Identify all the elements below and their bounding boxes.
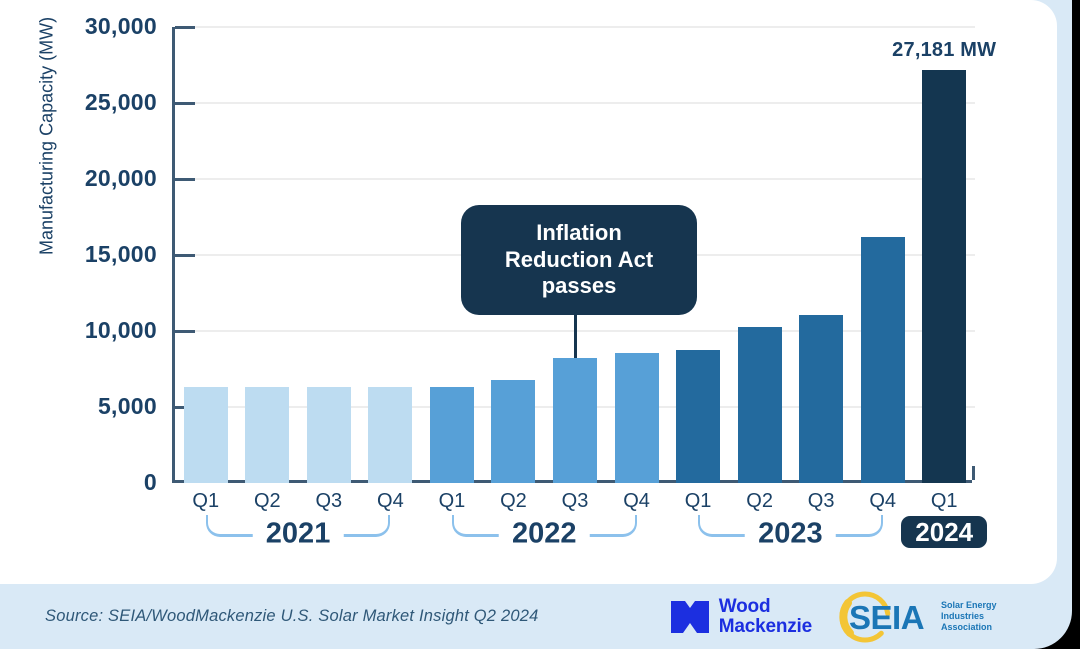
x-tick-label: Q4 (377, 490, 404, 512)
gridline (175, 102, 975, 104)
x-tick-label: Q2 (500, 490, 527, 512)
bar-2021-q2 (245, 387, 290, 483)
year-label-2022: 2022 (498, 517, 590, 551)
y-tick-label: 30,000 (84, 13, 157, 39)
source-text: Source: SEIA/WoodMackenzie U.S. Solar Ma… (45, 607, 539, 625)
woodmackenzie-logo: Wood Mackenzie (669, 595, 812, 637)
bar-2024-q1 (922, 69, 967, 483)
gridline (175, 26, 975, 28)
plot-area: Inflation Reduction Act passes 27,181 MW… (85, 13, 996, 551)
year-bracket-2022: 2022 (451, 515, 637, 551)
y-axis-tick (175, 101, 195, 105)
y-tick-label: 10,000 (84, 317, 157, 343)
bar-2021-q4 (368, 387, 413, 483)
seia-wordmark: SEIA (849, 598, 925, 636)
annotation-line-1: Inflation (536, 219, 622, 245)
bar-2023-q1 (676, 350, 721, 483)
x-tick-label: Q3 (315, 490, 343, 512)
seia-tagline: Solar Energy Industries Association (941, 600, 997, 634)
bar-2023-q3 (799, 315, 844, 483)
x-tick-label: Q4 (869, 490, 897, 512)
x-tick-label: Q1 (684, 490, 712, 512)
year-bracket-2021: 2021 (205, 515, 391, 551)
bar-2022-q1 (429, 387, 474, 483)
y-axis-tick (175, 177, 195, 181)
peak-value-label: 27,181 MW (892, 38, 997, 61)
y-axis-tick (175, 253, 195, 257)
x-tick-label: Q3 (561, 490, 589, 512)
annotation-callout: Inflation Reduction Act passes (461, 205, 697, 315)
y-tick-label: 15,000 (84, 241, 157, 267)
x-tick-label: Q1 (192, 490, 220, 512)
woodmackenzie-logo-mark-icon (670, 600, 709, 633)
annotation-line-3: passes (541, 273, 617, 299)
bar-2021-q3 (306, 387, 351, 483)
y-axis-tick (175, 329, 195, 333)
year-badge-2024: 2024 (901, 516, 988, 548)
bar-2022-q4 (614, 353, 659, 483)
bar-2023-q4 (860, 236, 905, 483)
y-tick-label: 25,000 (84, 89, 157, 115)
y-tick-label: 0 (143, 469, 157, 495)
axis-right-cap (972, 466, 975, 480)
year-bracket-2023: 2023 (698, 515, 883, 551)
woodmackenzie-word-2: Mackenzie (718, 615, 812, 637)
annotation-connector-line (573, 313, 577, 359)
x-tick-label: Q3 (807, 490, 835, 512)
x-tick-label: Q4 (623, 490, 650, 512)
seia-tagline-line-3: Association (941, 622, 993, 632)
year-label-2021: 2021 (252, 517, 344, 551)
gridline (175, 178, 975, 180)
chart-card: Manufacturing Capacity (MW) Inflation Re… (0, 0, 1057, 584)
bar-2022-q2 (491, 379, 536, 483)
annotation-line-2: Reduction Act (504, 246, 654, 272)
seia-logo: SEIA Solar Energy Industries Association (838, 590, 997, 644)
seia-tagline-line-2: Industries (941, 610, 985, 621)
x-tick-label: Q2 (253, 490, 281, 512)
footer-logos: Wood Mackenzie SEIA Solar Energy Industr… (669, 590, 997, 644)
x-tick-label: Q1 (438, 490, 466, 512)
y-tick-label: 20,000 (84, 165, 157, 191)
woodmackenzie-logo-text: Wood Mackenzie (718, 595, 812, 637)
seia-sun-icon (839, 591, 891, 642)
y-tick-label: 5,000 (97, 393, 157, 419)
woodmackenzie-word-1: Wood (718, 595, 771, 617)
bar-2023-q2 (737, 327, 782, 483)
x-tick-label: Q2 (746, 490, 773, 512)
bar-2022-q3 (553, 358, 597, 483)
seia-tagline-line-1: Solar Energy (941, 599, 997, 610)
year-label-2023: 2023 (745, 517, 836, 551)
x-tick-label: Q1 (930, 490, 958, 512)
footer: Source: SEIA/WoodMackenzie U.S. Solar Ma… (0, 584, 1072, 649)
bar-2021-q1 (183, 387, 228, 483)
y-axis-tick (175, 25, 195, 29)
